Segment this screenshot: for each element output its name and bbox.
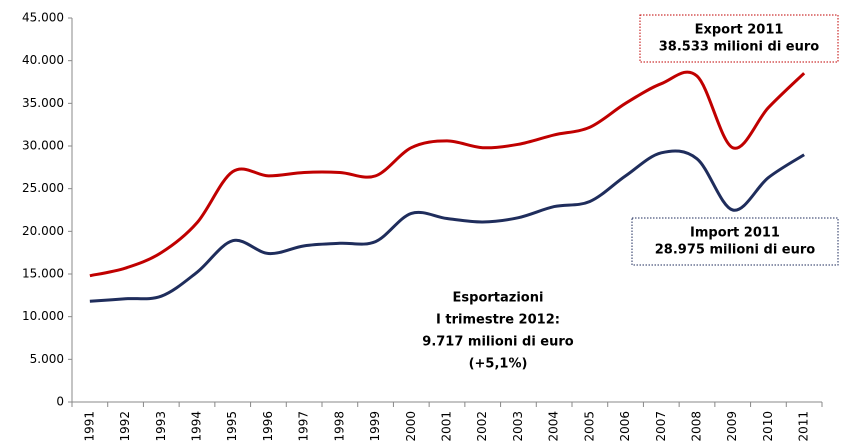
x-tick-label: 2005	[582, 411, 596, 442]
x-tick-label: 2009	[725, 411, 739, 442]
x-tick-label: 1997	[297, 411, 311, 442]
y-tick-label: 35.000	[22, 96, 64, 110]
x-tick-label: 2008	[690, 411, 704, 442]
x-tick-label: 2001	[440, 411, 454, 442]
x-tick-label: 2007	[654, 411, 668, 442]
annotation: (+5,1%)	[469, 357, 528, 372]
x-tick-label: 2006	[618, 411, 632, 442]
y-tick-label: 0	[56, 395, 64, 409]
annotation: 28.975 milioni di euro	[655, 243, 816, 258]
x-tick-label: 1992	[118, 411, 132, 442]
y-tick-label: 40.000	[22, 53, 64, 67]
x-tick-label: 2002	[475, 411, 489, 442]
export-box	[639, 14, 839, 63]
x-tick-label: 1999	[368, 411, 382, 442]
annotation: 38.533 milioni di euro	[659, 40, 820, 55]
x-tick-label: 1993	[154, 411, 168, 442]
x-tick-label: 1996	[261, 411, 275, 442]
x-tick-label: 1995	[225, 411, 239, 442]
annotation: I trimestre 2012:	[436, 313, 560, 328]
y-tick-label: 45.000	[22, 11, 64, 25]
series-line	[89, 70, 806, 278]
series-line	[89, 149, 805, 303]
x-tick-label: 1994	[190, 411, 204, 442]
import-box	[631, 217, 839, 266]
annotation: 9.717 milioni di euro	[422, 335, 573, 350]
y-tick-label: 15.000	[22, 267, 64, 281]
x-tick-label: 2004	[547, 411, 561, 442]
y-tick-label: 10.000	[22, 309, 64, 323]
annotation: Import 2011	[690, 226, 780, 241]
y-tick-label: 30.000	[22, 139, 64, 153]
x-tick-label: 1991	[82, 411, 96, 442]
annotation: Esportazioni	[453, 291, 544, 306]
y-tick-label: 20.000	[22, 224, 64, 238]
x-tick-label: 1998	[332, 411, 346, 442]
x-tick-label: 2011	[797, 411, 811, 442]
annotation: Export 2011	[695, 23, 784, 38]
x-tick-label: 2000	[404, 411, 418, 442]
x-tick-label: 2010	[761, 411, 775, 442]
plot: 0 5.000 10.000 15.000 20.000 25.000 30.000 35.0…	[22, 11, 823, 442]
y-tick-label: 5.000	[30, 352, 64, 366]
y-tick-label: 25.000	[22, 181, 64, 195]
x-tick-label: 2003	[511, 411, 525, 442]
